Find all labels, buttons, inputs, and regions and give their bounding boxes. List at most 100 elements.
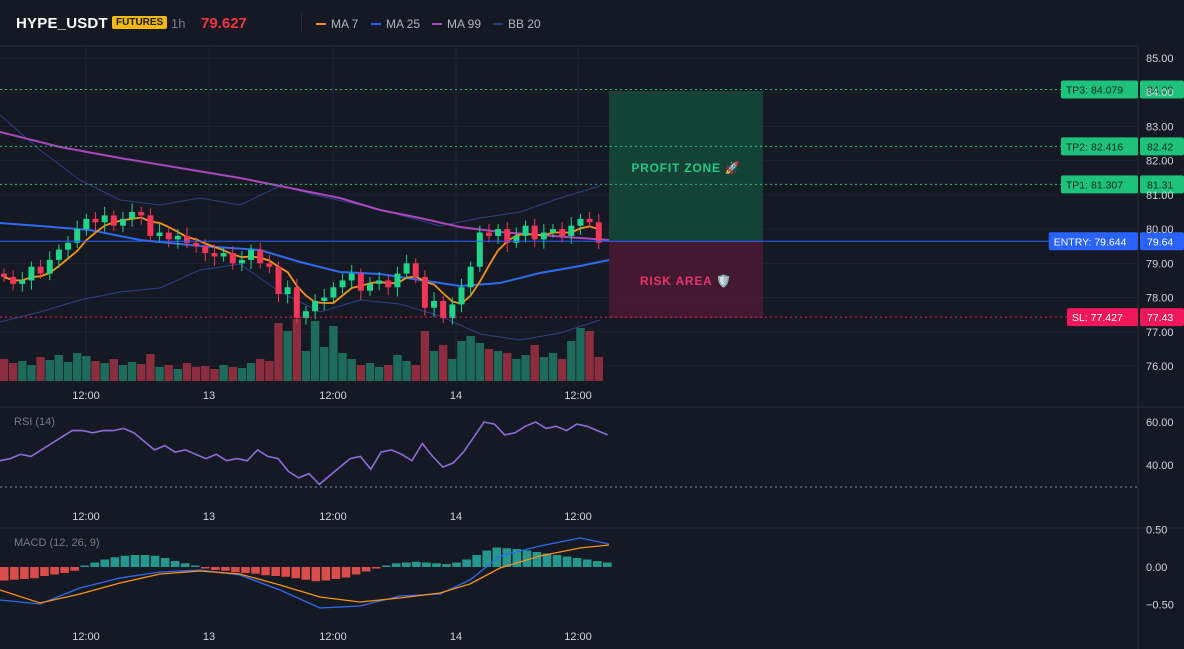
rsi-tick-label: 60.00: [1146, 417, 1174, 429]
rsi-axis: 60.00 40.00: [1146, 417, 1174, 472]
volume-bar: [146, 354, 155, 381]
candle-body: [110, 215, 117, 226]
candle-body: [595, 222, 602, 243]
volume-bar: [182, 363, 192, 381]
candle-body: [101, 215, 108, 223]
macd-histogram-bar: [442, 564, 451, 567]
legend-bb20[interactable]: BB 20: [493, 17, 541, 31]
candle-body: [513, 235, 520, 243]
volume-bar: [439, 345, 448, 381]
time-tick-label: 12:00: [72, 390, 100, 402]
macd-histogram-bar: [361, 567, 371, 572]
legend-ma7[interactable]: MA 7: [316, 17, 358, 31]
candle-body: [28, 266, 35, 281]
bb-lower: [0, 263, 601, 341]
grid: [0, 46, 1138, 381]
price-tick-label: 85.00: [1146, 53, 1174, 65]
candle-body: [330, 287, 337, 298]
candle-body: [348, 273, 355, 281]
time-tick-label: 14: [450, 511, 462, 523]
volume-bar: [576, 328, 585, 381]
legend-ma99[interactable]: MA 99: [432, 17, 481, 31]
volume-bar: [18, 361, 27, 381]
macd-histogram-bar: [552, 555, 562, 567]
risk-zone[interactable]: [609, 241, 763, 318]
macd-histogram-bar: [231, 567, 240, 573]
volume-bar: [73, 353, 82, 381]
header-divider: [301, 14, 302, 32]
symbol-name[interactable]: HYPE_USDT: [16, 15, 108, 32]
macd-histogram-bar: [110, 557, 120, 567]
candle-body: [449, 304, 456, 319]
macd-histogram-bar: [90, 562, 100, 567]
tp1-axis-tag: [1140, 175, 1184, 194]
macd-histogram-bar: [190, 565, 200, 567]
tp2-tag-label: TP2: 82.416: [1066, 141, 1123, 153]
tp2-axis-tag: [1140, 137, 1184, 156]
macd-histogram-bar: [582, 559, 592, 567]
tp2-tag: [1060, 137, 1138, 156]
volume-bar: [329, 326, 338, 381]
tp2-axis-label: 82.42: [1147, 141, 1173, 153]
time-tick-label: 13: [203, 631, 215, 643]
rsi-line: [0, 421, 609, 486]
macd-histogram-bar: [170, 561, 180, 567]
volume-bar: [457, 341, 466, 381]
volume-bar: [374, 367, 384, 381]
candle-body: [376, 280, 383, 284]
entry-tag: [1048, 232, 1138, 251]
time-tick-label: 13: [203, 511, 215, 523]
price-tick-label: 78.00: [1146, 293, 1174, 305]
profit-zone[interactable]: [609, 91, 763, 241]
candle-body: [312, 300, 319, 312]
macd-histogram-bar: [211, 567, 220, 570]
volume-bar: [201, 366, 210, 381]
macd-histogram-bar: [311, 567, 321, 582]
volume-bar: [338, 353, 347, 381]
macd-tick-label: 0.50: [1146, 525, 1167, 537]
price-axis[interactable]: 85.00 84.00 83.00 82.00 81.00 80.00 79.00 78.00…: [1146, 53, 1174, 373]
volume-bar: [191, 367, 201, 381]
volume-bar: [210, 369, 219, 381]
candle-body: [37, 266, 44, 274]
volume-bar: [475, 343, 484, 381]
price-tick-label: 80.00: [1146, 224, 1174, 236]
ma25-line: [0, 222, 610, 288]
candle-body: [522, 225, 529, 236]
macd-histogram-bar: [603, 562, 612, 567]
candle-body: [476, 232, 483, 267]
candle-body: [238, 259, 245, 264]
volume-bar: [365, 363, 375, 381]
candle-body: [229, 253, 236, 264]
last-price: 79.627: [201, 15, 247, 32]
candle-body: [394, 273, 401, 288]
volume-bar: [292, 319, 301, 381]
entry-axis-tag: [1140, 232, 1184, 251]
candle-body: [174, 235, 181, 240]
volume-bar: [173, 369, 183, 381]
macd-histogram-bar: [391, 563, 401, 567]
price-tick-label: 82.00: [1146, 156, 1174, 168]
volume-bar: [63, 362, 73, 381]
time-tick-label: 12:00: [319, 631, 347, 643]
volume-bar: [466, 336, 475, 381]
volume-bar: [521, 355, 530, 381]
macd-histogram-bar: [60, 567, 69, 573]
entry-axis-label: 79.64: [1147, 236, 1173, 248]
macd-histogram: [0, 547, 612, 582]
sl-axis-tag: [1140, 308, 1184, 327]
candle-body: [357, 273, 364, 291]
macd-histogram-bar: [50, 567, 59, 575]
timeframe-selector[interactable]: 1h: [171, 16, 186, 31]
volume-bar: [274, 323, 283, 381]
volume-bar: [91, 361, 100, 381]
candle-body: [147, 215, 154, 236]
candle-body: [129, 211, 136, 219]
candle-body: [495, 229, 502, 236]
legend-ma25[interactable]: MA 25: [371, 17, 420, 31]
volume-bar: [164, 365, 173, 381]
macd-histogram-bar: [30, 567, 39, 579]
candle-body: [257, 249, 264, 264]
tp3-tag: [1060, 80, 1138, 99]
